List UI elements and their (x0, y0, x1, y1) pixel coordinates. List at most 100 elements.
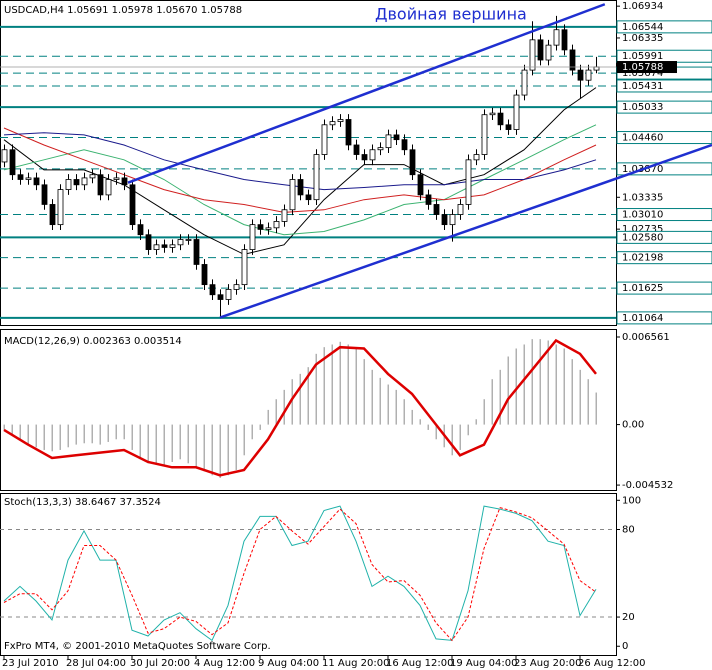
macd-plot (3, 338, 597, 478)
macd-bar (347, 344, 349, 425)
candle-body (257, 224, 264, 230)
candle-body (273, 221, 280, 229)
candle-body (385, 134, 392, 149)
macd-bar (515, 348, 517, 425)
macd-bar (107, 424, 109, 442)
macd-bar (187, 424, 189, 464)
level-label: 1.05991 (622, 51, 663, 62)
x-tick-label: 28 Jul 04:00 (66, 658, 126, 669)
level-label-box (616, 311, 712, 325)
y-tick-label: 20 (622, 612, 635, 623)
macd-bar (131, 424, 133, 450)
macd-bar (523, 344, 525, 425)
macd-bar (579, 369, 581, 425)
candle-body (281, 209, 288, 222)
stoch-plot (0, 505, 616, 642)
moving-average (3, 127, 597, 213)
candle-body (513, 94, 520, 130)
macd-bar (539, 339, 541, 425)
macd-bar (227, 424, 229, 476)
candle-body (249, 224, 256, 250)
macd-bar (467, 424, 469, 436)
level-label: 1.04460 (622, 133, 663, 144)
x-tick-label: 11 Aug 20:00 (322, 658, 389, 669)
macd-bar (243, 424, 245, 456)
candle-body (105, 179, 112, 196)
level-label: 1.02580 (622, 232, 663, 243)
y-tick-label: -0.004532 (622, 480, 673, 491)
candle-body (289, 179, 296, 211)
macd-bar (379, 377, 381, 425)
macd-bar (563, 348, 565, 425)
macd-bar (355, 348, 357, 425)
candle-body (369, 149, 376, 161)
macd-bar (475, 419, 477, 425)
macd-bar (51, 424, 53, 452)
candle-body (185, 239, 192, 241)
footer: FxPro MT4, © 2001-2010 MetaQuotes Softwa… (4, 641, 271, 652)
candle-body (393, 134, 400, 141)
candle-body (41, 184, 48, 205)
macd-bar (283, 389, 285, 425)
level-label: 1.06544 (622, 22, 663, 33)
macd-bar (331, 344, 333, 425)
candle-body (473, 154, 480, 161)
macd-bar (395, 389, 397, 425)
level-label: 1.01625 (622, 283, 663, 294)
candle-body (361, 154, 368, 161)
macd-bar (203, 424, 205, 472)
candle-body (209, 284, 216, 296)
macd-bar (411, 409, 413, 425)
candle-body (305, 194, 312, 201)
candle-body (89, 174, 96, 179)
trend-line (127, 3, 606, 184)
macd-bar (123, 424, 125, 440)
candle-body (561, 29, 568, 51)
macd-bar (339, 341, 341, 425)
macd-bar (547, 340, 549, 425)
macd-bar (427, 424, 429, 430)
macd-bar (483, 399, 485, 425)
stoch-line (3, 505, 597, 642)
macd-bar (403, 399, 405, 425)
macd-bar (59, 424, 61, 450)
level-label-box (616, 131, 712, 145)
candle-body (81, 177, 88, 186)
annotation: Двойная вершина (375, 5, 527, 24)
x-tick-label: 4 Aug 12:00 (194, 658, 255, 669)
level-label: 1.05431 (622, 81, 663, 92)
macd-bar (211, 424, 213, 476)
candle-body (49, 204, 56, 226)
candle-body (441, 214, 448, 226)
candle-body (193, 239, 200, 265)
x-tick-label: 23 Jul 2010 (2, 658, 59, 669)
candle-body (129, 184, 136, 226)
macd-bar (387, 384, 389, 425)
macd-signal (3, 338, 597, 477)
candle-body (201, 264, 208, 286)
y-tick-label: 80 (622, 524, 635, 535)
macd-bar (531, 339, 533, 425)
price-plot (0, 15, 616, 319)
macd-bar (67, 424, 69, 448)
macd-bar (99, 424, 101, 445)
candle-body (433, 204, 440, 215)
macd-bar (235, 424, 237, 470)
candle-body (353, 144, 360, 155)
y-tick-label: 0 (622, 641, 628, 652)
candle-body (425, 194, 432, 205)
chart-title: USDCAD,H4 1.05691 1.05978 1.05670 1.0578… (4, 5, 242, 16)
candle-body (97, 174, 104, 196)
candle-body (121, 177, 128, 186)
indicator-title: Stoch(13,3,3) 38.6467 37.3524 (4, 497, 161, 508)
macd-bar (179, 424, 181, 460)
y-tick-label: 0.00 (622, 420, 644, 431)
candle-body (297, 179, 304, 196)
macd-bar (587, 379, 589, 425)
macd-bar (275, 399, 277, 425)
macd-bar (139, 424, 141, 460)
macd-bar (363, 359, 365, 425)
macd-bar (155, 424, 157, 465)
candle-body (537, 39, 544, 61)
